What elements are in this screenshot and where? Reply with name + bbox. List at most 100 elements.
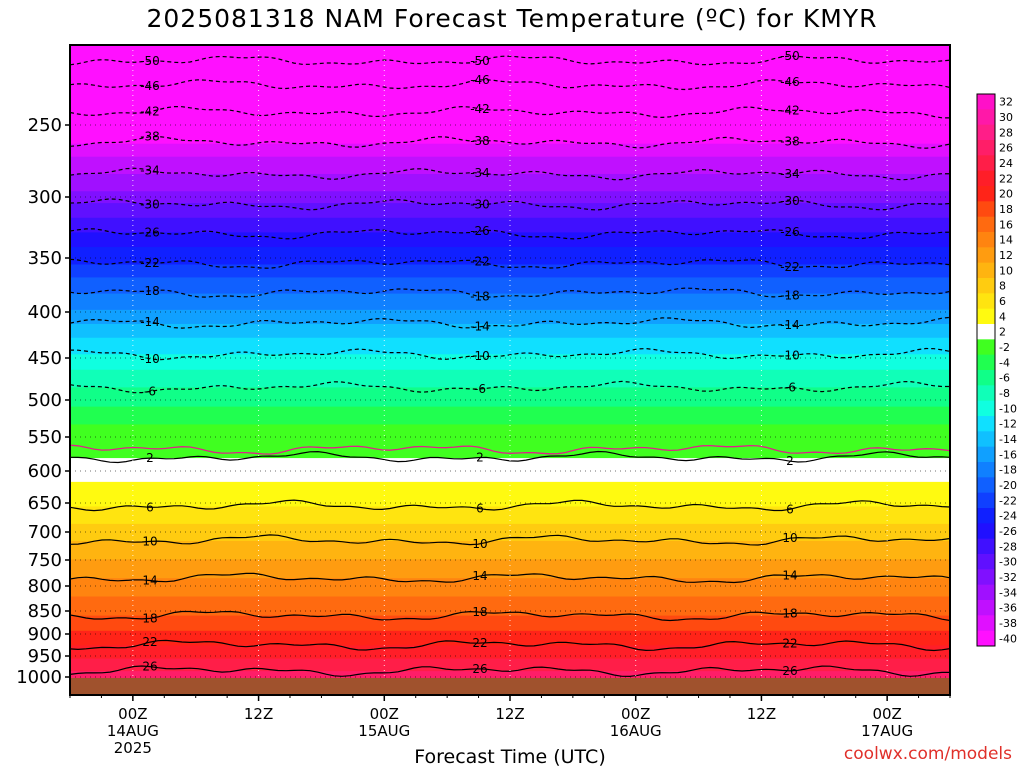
temperature-band <box>70 126 950 132</box>
temperature-band <box>70 602 950 605</box>
contour-label: 18 <box>782 607 797 621</box>
colorbar-swatch <box>977 446 995 463</box>
temperature-band <box>70 377 950 381</box>
temperature-band <box>70 493 950 496</box>
contour-line <box>70 610 950 622</box>
temperature-band <box>70 152 950 158</box>
contour-line <box>70 639 950 652</box>
temperature-band <box>70 568 950 571</box>
colorbar-swatch <box>977 247 995 264</box>
temperature-band <box>70 601 950 604</box>
y-tick-label: 1000 <box>16 667 62 688</box>
colorbar-label: -12 <box>999 418 1017 431</box>
temperature-band <box>70 437 950 441</box>
contour-line <box>70 499 950 512</box>
contour-label: -50 <box>470 54 490 68</box>
temperature-band <box>70 83 950 89</box>
colorbar-swatch <box>977 278 995 294</box>
contour-label: 2 <box>786 454 794 468</box>
temperature-band <box>70 520 950 523</box>
temperature-band <box>70 468 950 471</box>
contour-label: -42 <box>140 105 160 119</box>
colorbar-swatch <box>977 400 995 417</box>
colorbar: 32 30 28 26 24 22 20 18 16 14 12 10 8 6 4 2 -2 -4 -6 -8 -10 -… <box>976 93 1017 647</box>
temperature-band <box>70 516 950 520</box>
temperature-band <box>70 247 950 252</box>
contour-label: -38 <box>780 134 800 148</box>
temperature-band <box>70 605 950 608</box>
y-tick-label: 700 <box>28 522 62 543</box>
temperature-band <box>70 346 950 350</box>
temperature-band <box>70 641 950 644</box>
contour-label: -38 <box>470 134 490 148</box>
contour-line <box>70 347 950 361</box>
freezing-line <box>70 444 950 455</box>
colorbar-label: 16 <box>999 218 1013 231</box>
x-tick-label: 00Z <box>621 705 650 723</box>
temperature-band <box>70 640 950 643</box>
contour-label: -34 <box>780 167 800 181</box>
colorbar-swatch <box>977 354 995 371</box>
temperature-band <box>70 592 950 595</box>
contour-label: 6 <box>476 502 484 516</box>
colorbar-label: -8 <box>999 387 1010 400</box>
contour-label: -26 <box>140 226 160 240</box>
colorbar-label: 10 <box>999 264 1013 277</box>
colorbar-label: -20 <box>999 479 1017 492</box>
y-axis: 2503003504004505005506006507007508008509… <box>16 115 70 688</box>
temperature-band <box>70 501 950 504</box>
colorbar-label: 6 <box>999 295 1006 308</box>
temperature-band <box>70 337 950 342</box>
temperature-band <box>70 382 950 386</box>
colorbar-swatch <box>977 370 995 386</box>
contour-label: 18 <box>472 605 487 619</box>
temperature-band <box>70 561 950 564</box>
contour-label: 6 <box>146 500 154 514</box>
contour-label: -22 <box>140 256 160 270</box>
contour-label: -10 <box>140 352 160 366</box>
contour-label: 26 <box>472 662 487 676</box>
y-tick-label: 500 <box>28 390 62 411</box>
temperature-band <box>70 173 950 179</box>
temperature-band <box>70 551 950 554</box>
colorbar-label: -40 <box>999 632 1017 645</box>
contour-line <box>70 228 950 240</box>
contour-label: -18 <box>470 290 490 304</box>
temperature-band <box>70 462 950 465</box>
x-tick-label: 16AUG <box>610 722 662 740</box>
temperature-band <box>70 562 950 565</box>
temperature-band <box>70 135 950 140</box>
colorbar-swatch <box>977 124 995 141</box>
colorbar-label: -18 <box>999 464 1017 477</box>
temperature-band <box>70 392 950 396</box>
temperature-band <box>70 400 950 403</box>
temperature-band <box>70 156 950 162</box>
temperature-band <box>70 59 950 65</box>
temperature-band <box>70 351 950 355</box>
x-tick-label: 12Z <box>747 705 776 723</box>
contour-label: -26 <box>780 225 800 239</box>
temperature-band <box>70 615 950 618</box>
temperature-band <box>70 552 950 555</box>
temperature-band <box>70 374 950 378</box>
temperature-band <box>70 546 950 549</box>
temperature-band <box>70 49 950 56</box>
temperature-band <box>70 417 950 421</box>
temperature-band <box>70 668 950 671</box>
temperature-band <box>70 487 950 491</box>
y-tick-label: 650 <box>28 493 62 514</box>
y-tick-label: 900 <box>28 624 62 645</box>
temperature-band <box>70 663 950 666</box>
temperature-band <box>70 618 950 621</box>
temperature-band <box>70 369 950 373</box>
temperature-band <box>70 411 950 414</box>
temperature-band <box>70 221 950 226</box>
colorbar-label: 32 <box>999 96 1013 109</box>
temperature-band <box>70 195 950 201</box>
temperature-band <box>70 258 950 262</box>
contour-line <box>70 258 950 269</box>
y-tick-label: 600 <box>28 461 62 482</box>
colorbar-label: -10 <box>999 402 1017 415</box>
contour-label: 14 <box>472 569 487 583</box>
temperature-band <box>70 565 950 568</box>
